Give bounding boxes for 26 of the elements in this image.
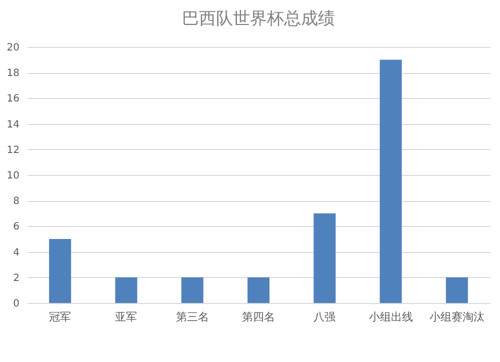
x-tick-label: 第三名	[176, 310, 209, 324]
y-tick-label: 0	[13, 298, 20, 310]
chart-title: 巴西队世界杯总成绩	[182, 9, 335, 29]
y-tick-label: 18	[6, 68, 20, 80]
x-tick-label: 小组出线	[368, 310, 413, 324]
y-tick-label: 16	[6, 94, 20, 105]
bar	[248, 277, 270, 303]
bar	[181, 277, 204, 303]
bar	[446, 277, 468, 303]
bar	[115, 277, 138, 303]
y-tick-label: 4	[13, 247, 20, 258]
y-tick-label: 10	[6, 170, 20, 182]
y-tick-label: 6	[13, 222, 20, 233]
bar	[380, 60, 402, 303]
bar	[314, 213, 336, 303]
x-tick-label: 亚军	[115, 310, 138, 324]
x-tick-label: 小组赛淘汰	[429, 310, 484, 324]
y-tick-label: 14	[6, 119, 20, 130]
y-tick-label: 20	[6, 42, 20, 54]
x-tick-label: 第四名	[242, 310, 275, 324]
x-tick-label: 八强	[314, 310, 336, 324]
y-tick-label: 2	[13, 272, 20, 284]
x-tick-label: 冠军	[49, 310, 72, 324]
y-tick-label: 12	[6, 144, 20, 156]
y-tick-label: 8	[13, 196, 20, 208]
bar	[49, 239, 72, 303]
